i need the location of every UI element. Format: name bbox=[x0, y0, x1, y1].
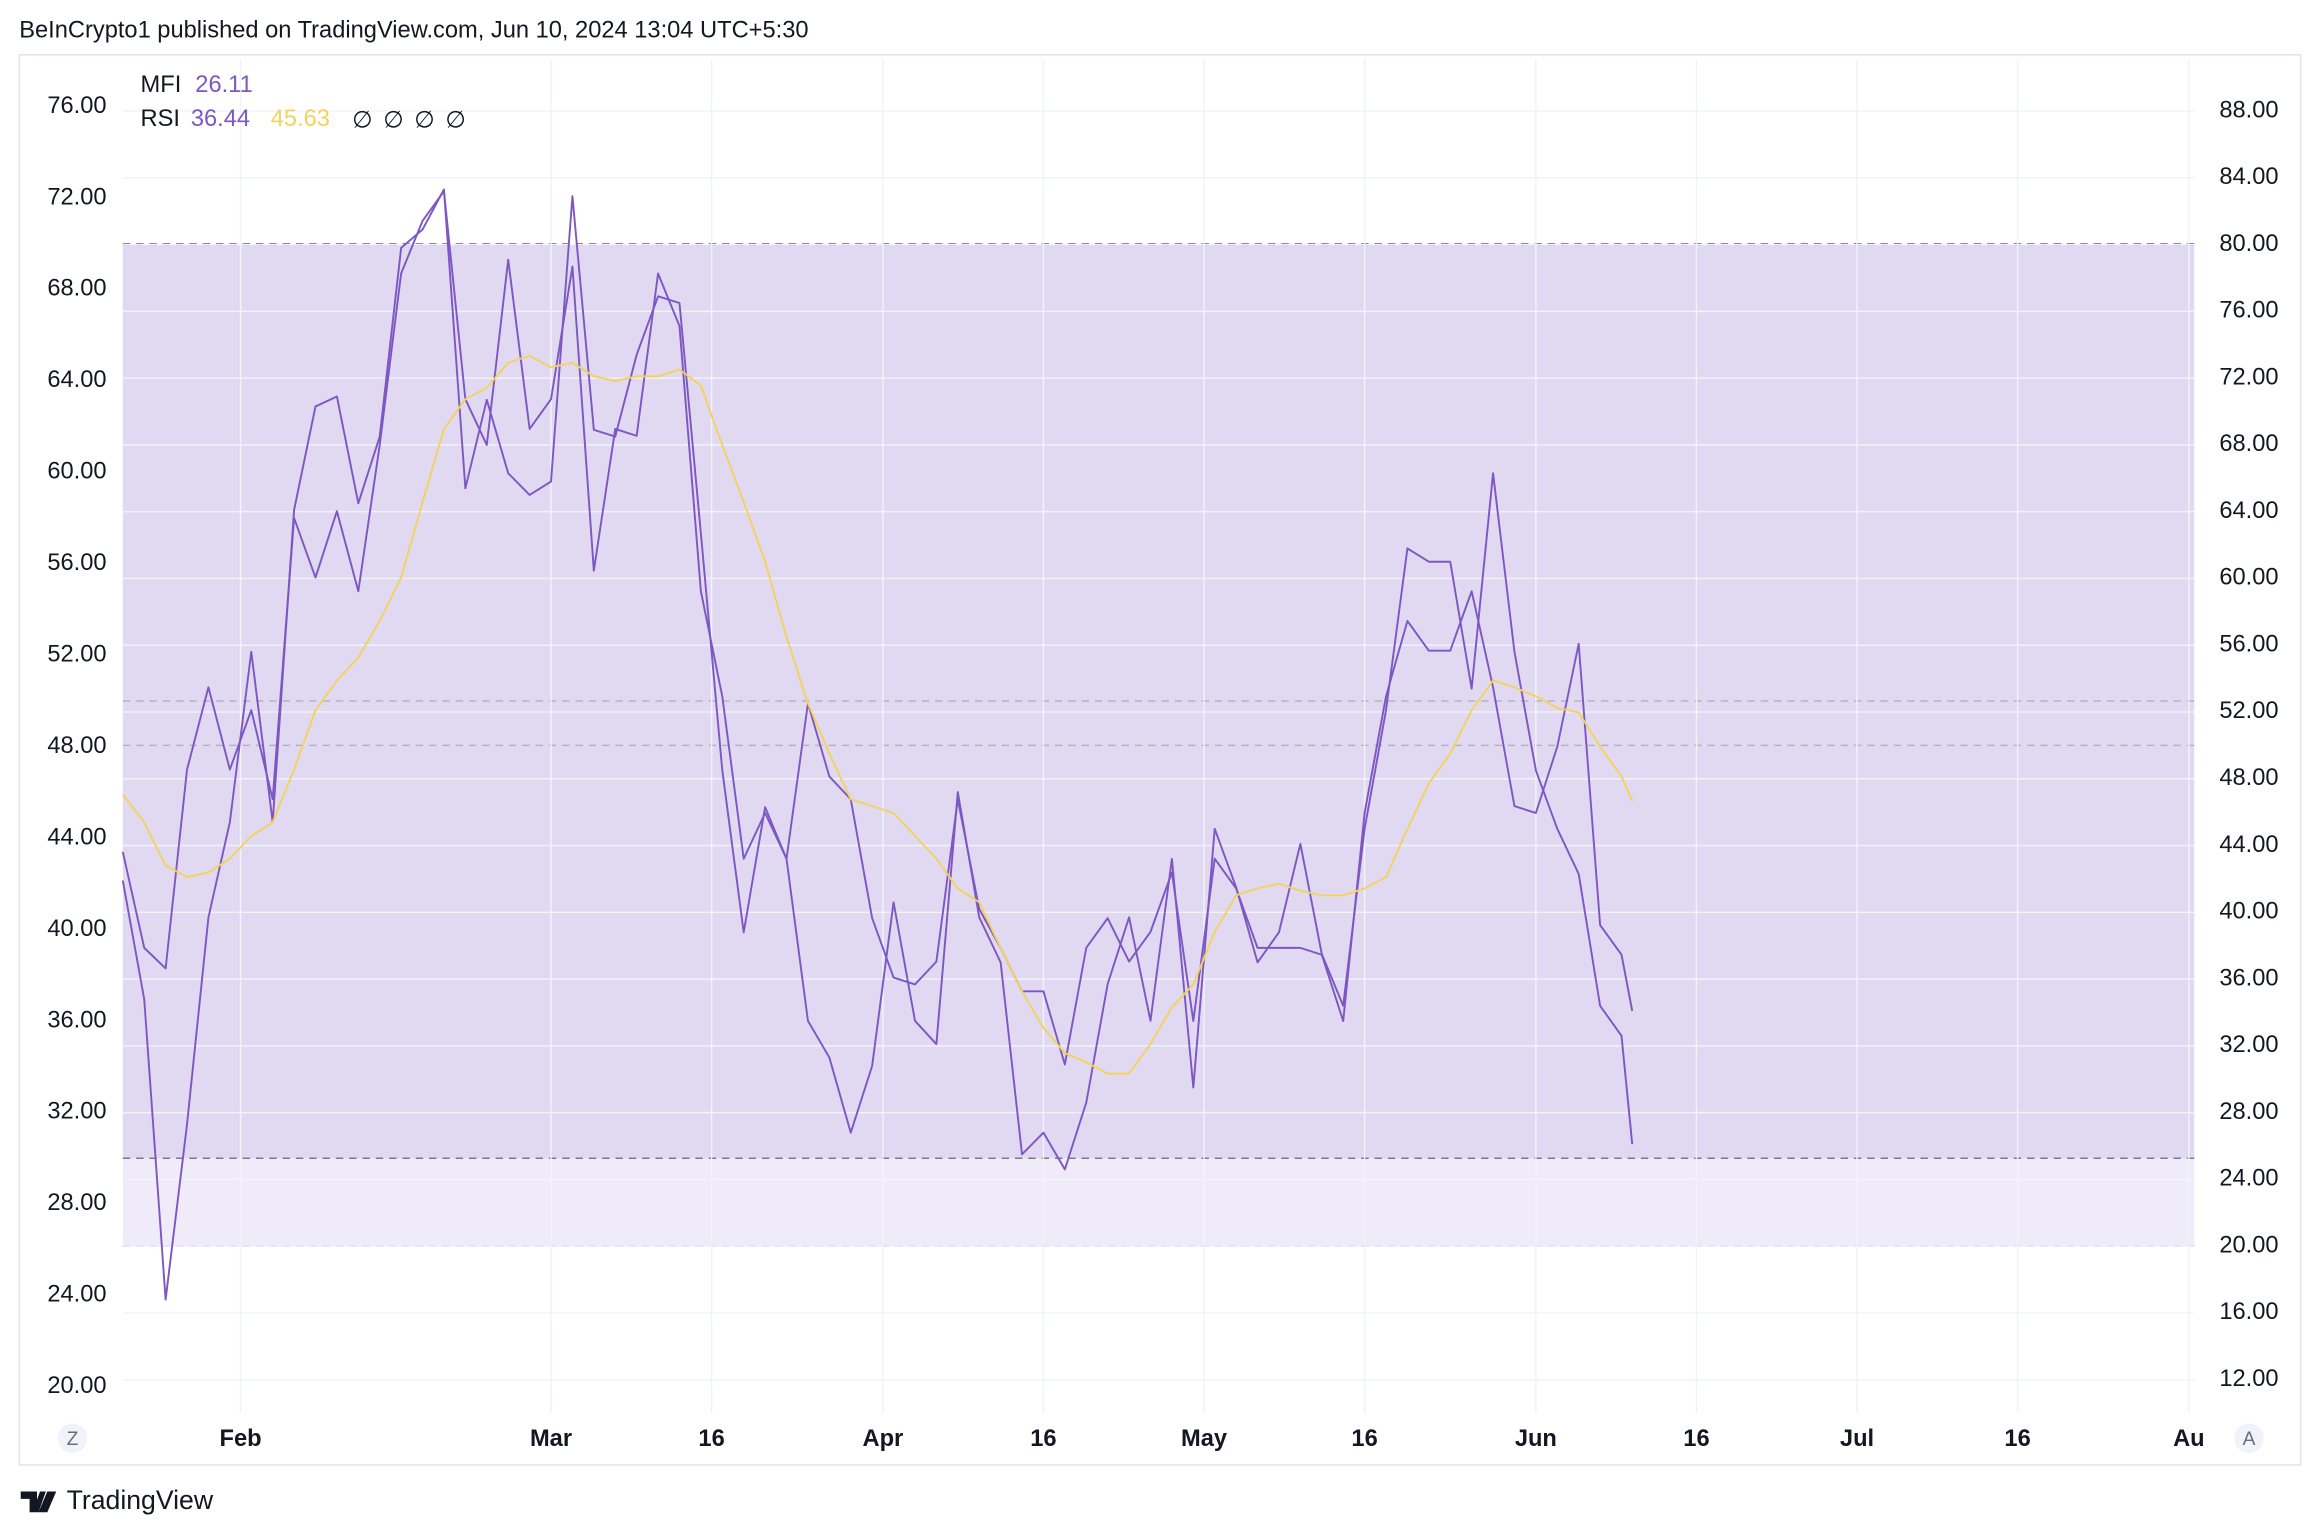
x-tick-label: 16 bbox=[1683, 1426, 1709, 1452]
y2-tick-label: 44.00 bbox=[2219, 832, 2278, 858]
legend-value: 36.44 bbox=[191, 106, 250, 132]
y2-tick-label: 40.00 bbox=[2219, 899, 2278, 925]
x-tick-label: Feb bbox=[220, 1426, 262, 1452]
y2-tick-label: 48.00 bbox=[2219, 765, 2278, 791]
y-tick-label: 48.00 bbox=[47, 733, 106, 759]
legend-symbol: ∅ bbox=[414, 108, 435, 134]
y2-tick-label: 84.00 bbox=[2219, 164, 2278, 190]
band-fill bbox=[122, 243, 2195, 1159]
legend-value: 26.11 bbox=[195, 72, 252, 98]
y2-tick-label: 76.00 bbox=[2219, 298, 2278, 324]
legend-name: RSI bbox=[141, 106, 180, 132]
x-tick-label: 16 bbox=[1030, 1426, 1056, 1452]
legend-name: MFI bbox=[141, 72, 182, 98]
y2-tick-label: 24.00 bbox=[2219, 1166, 2278, 1192]
labels: Feb Mar 16 Apr 16 May 16 Jun 16 Jul 16 Au 20.00 24.00… bbox=[47, 93, 2278, 1452]
zoom-button[interactable] bbox=[57, 1423, 88, 1454]
y-tick-label: 24.00 bbox=[47, 1282, 106, 1308]
y-tick-label: 76.00 bbox=[47, 93, 106, 119]
y2-tick-label: 12.00 bbox=[2219, 1366, 2278, 1392]
y-tick-label: 32.00 bbox=[47, 1099, 106, 1125]
y-tick-label: 44.00 bbox=[47, 824, 106, 850]
y2-tick-label: 52.00 bbox=[2219, 698, 2278, 724]
y2-tick-label: 68.00 bbox=[2219, 431, 2278, 457]
zoom-button-label[interactable]: Z bbox=[67, 1429, 79, 1450]
y2-tick-label: 88.00 bbox=[2219, 97, 2278, 123]
x-tick-label: Au bbox=[2173, 1426, 2205, 1452]
x-tick-label: May bbox=[1181, 1426, 1228, 1452]
series-line bbox=[121, 190, 1634, 1066]
auto-button[interactable] bbox=[2234, 1423, 2264, 1454]
legend-value: 45.63 bbox=[271, 106, 330, 132]
y2-tick-label: 20.00 bbox=[2219, 1232, 2278, 1258]
logo-icon bbox=[20, 1491, 57, 1513]
y-tick-label: 52.00 bbox=[47, 642, 106, 668]
y-tick-label: 20.00 bbox=[47, 1373, 106, 1399]
x-tick-label: Apr bbox=[862, 1426, 903, 1452]
x-tick-label: 16 bbox=[698, 1426, 724, 1452]
bands bbox=[122, 243, 2195, 1247]
legend-symbol: ∅ bbox=[383, 108, 404, 134]
y-tick-label: 60.00 bbox=[47, 459, 106, 485]
y2-tick-label: 80.00 bbox=[2219, 231, 2278, 257]
y2-tick-label: 32.00 bbox=[2219, 1032, 2278, 1058]
header: BeInCrypto1 published on TradingView.com… bbox=[19, 17, 808, 43]
y-tick-label: 28.00 bbox=[47, 1190, 106, 1216]
y-tick-label: 72.00 bbox=[47, 184, 106, 210]
y-tick-label: 36.00 bbox=[47, 1007, 106, 1033]
x-tick-label: 16 bbox=[2004, 1426, 2030, 1452]
auto-button-label[interactable]: A bbox=[2243, 1429, 2256, 1450]
y2-tick-label: 36.00 bbox=[2219, 965, 2278, 991]
x-tick-label: Mar bbox=[530, 1426, 572, 1452]
y2-tick-label: 28.00 bbox=[2219, 1099, 2278, 1125]
y2-tick-label: 56.00 bbox=[2219, 631, 2278, 657]
y2-tick-label: 64.00 bbox=[2219, 498, 2278, 524]
y-tick-label: 56.00 bbox=[47, 550, 106, 576]
x-tick-label: Jul bbox=[1840, 1426, 1874, 1452]
logo-text: TradingView bbox=[67, 1485, 214, 1515]
legend-symbol: ∅ bbox=[352, 108, 373, 134]
x-tick-label: 16 bbox=[1351, 1426, 1377, 1452]
y2-tick-label: 60.00 bbox=[2219, 565, 2278, 591]
y-tick-label: 40.00 bbox=[47, 916, 106, 942]
y2-tick-label: 72.00 bbox=[2219, 364, 2278, 390]
y2-tick-label: 16.00 bbox=[2219, 1299, 2278, 1325]
lines bbox=[121, 188, 1634, 1301]
legend-symbol: ∅ bbox=[445, 108, 466, 134]
grid bbox=[122, 59, 2195, 1414]
logo: TradingView bbox=[20, 1485, 214, 1515]
x-tick-label: Jun bbox=[1515, 1426, 1557, 1452]
frame bbox=[18, 54, 2302, 1466]
series-line bbox=[122, 354, 1634, 1075]
y-tick-label: 64.00 bbox=[47, 367, 106, 393]
band-fill bbox=[122, 244, 2195, 1247]
y-tick-label: 68.00 bbox=[47, 276, 106, 302]
